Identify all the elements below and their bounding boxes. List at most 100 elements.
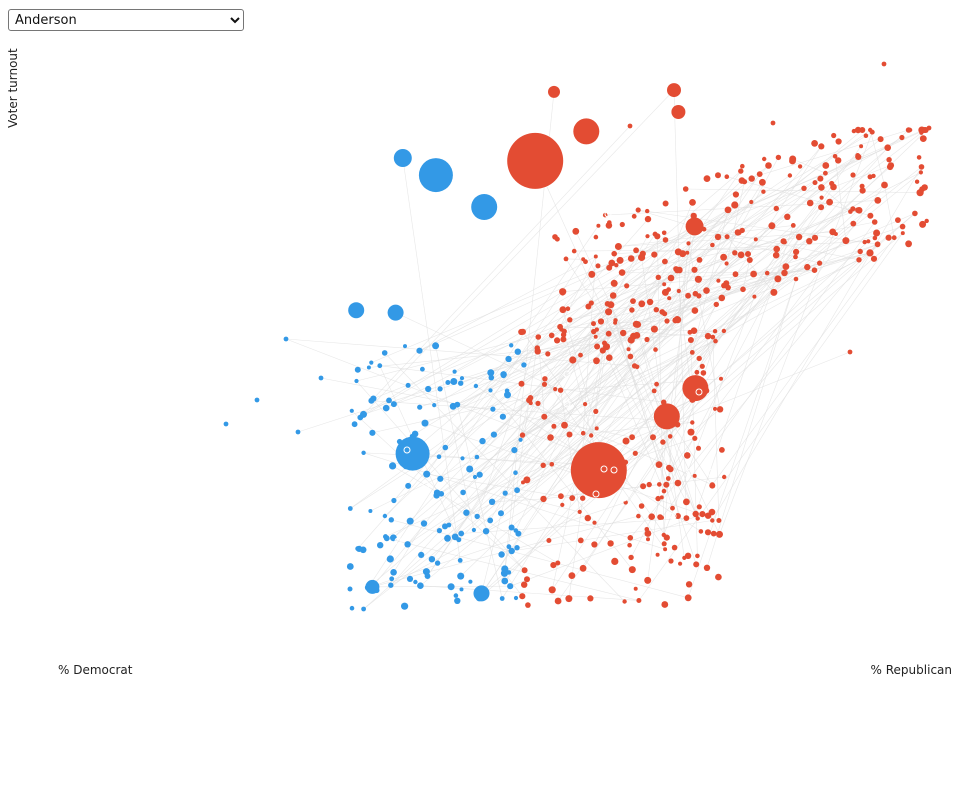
democrat-point[interactable] [361, 606, 366, 612]
democrat-point[interactable] [487, 517, 494, 524]
republican-point-large[interactable] [548, 85, 560, 98]
republican-point[interactable] [645, 234, 650, 239]
republican-point[interactable] [859, 183, 865, 189]
republican-point[interactable] [588, 270, 596, 278]
republican-point[interactable] [919, 130, 924, 135]
republican-point[interactable] [653, 347, 658, 352]
republican-point[interactable] [797, 164, 803, 169]
republican-point[interactable] [775, 154, 782, 161]
republican-point[interactable] [900, 231, 905, 236]
democrat-point[interactable] [318, 375, 324, 381]
democrat-point[interactable] [442, 523, 448, 530]
republican-point[interactable] [683, 515, 690, 521]
republican-point[interactable] [685, 250, 690, 255]
democrat-point[interactable] [487, 369, 495, 377]
republican-point[interactable] [519, 328, 527, 335]
republican-point[interactable] [592, 520, 597, 525]
democrat-point[interactable] [403, 344, 407, 349]
republican-point[interactable] [591, 321, 596, 327]
republican-point[interactable] [781, 269, 788, 277]
democrat-point[interactable] [515, 530, 522, 537]
republican-point[interactable] [873, 229, 881, 237]
republican-point[interactable] [662, 237, 669, 243]
republican-point[interactable] [674, 479, 682, 487]
republican-point[interactable] [609, 292, 617, 299]
republican-point[interactable] [667, 296, 672, 301]
republican-point[interactable] [599, 347, 606, 354]
republican-point[interactable] [655, 552, 660, 557]
democrat-point[interactable] [423, 470, 431, 478]
republican-point[interactable] [627, 255, 635, 262]
republican-point[interactable] [618, 269, 626, 276]
republican-point[interactable] [863, 133, 869, 138]
democrat-point[interactable] [436, 528, 442, 534]
democrat-point-large[interactable] [387, 304, 404, 321]
democrat-point[interactable] [502, 490, 508, 496]
democrat-point[interactable] [504, 388, 510, 394]
republican-point[interactable] [632, 320, 640, 328]
republican-point[interactable] [594, 343, 601, 350]
democrat-point[interactable] [471, 527, 476, 533]
democrat-point[interactable] [521, 362, 527, 368]
republican-point[interactable] [535, 400, 541, 406]
republican-point[interactable] [565, 306, 571, 312]
democrat-point[interactable] [518, 437, 523, 442]
republican-point[interactable] [654, 233, 661, 240]
republican-point[interactable] [671, 544, 678, 551]
democrat-point[interactable] [418, 551, 425, 559]
democrat-point[interactable] [386, 397, 392, 404]
republican-point[interactable] [663, 547, 668, 552]
republican-point[interactable] [720, 253, 727, 261]
republican-point[interactable] [558, 493, 564, 500]
republican-point[interactable] [607, 301, 615, 309]
republican-point[interactable] [811, 267, 818, 274]
republican-point[interactable] [616, 256, 624, 264]
republican-point[interactable] [665, 476, 671, 481]
democrat-point[interactable] [452, 369, 457, 374]
republican-point[interactable] [630, 298, 636, 304]
democrat-point[interactable] [458, 530, 465, 537]
republican-point[interactable] [622, 437, 630, 445]
republican-point[interactable] [899, 223, 906, 230]
republican-point[interactable] [740, 163, 745, 169]
republican-point[interactable] [826, 198, 833, 206]
republican-point[interactable] [725, 284, 731, 291]
republican-point[interactable] [655, 495, 661, 502]
democrat-point-large[interactable] [365, 579, 380, 594]
republican-point[interactable] [628, 554, 634, 561]
republican-point[interactable] [719, 376, 723, 381]
republican-point[interactable] [710, 334, 716, 340]
democrat-point[interactable] [504, 391, 511, 399]
republican-point[interactable] [560, 290, 565, 296]
republican-point[interactable] [859, 127, 866, 133]
republican-point[interactable] [895, 217, 901, 224]
republican-point[interactable] [627, 336, 635, 344]
republican-point[interactable] [639, 250, 646, 257]
republican-point[interactable] [593, 254, 598, 259]
republican-point[interactable] [822, 162, 830, 169]
republican-point[interactable] [591, 541, 598, 548]
republican-point[interactable] [611, 250, 617, 257]
republican-point[interactable] [689, 199, 696, 206]
county-select[interactable]: Anderson [8, 9, 244, 31]
democrat-point[interactable] [346, 563, 354, 570]
republican-point[interactable] [687, 337, 694, 343]
republican-point[interactable] [660, 439, 666, 445]
democrat-point[interactable] [347, 586, 353, 592]
republican-point[interactable] [569, 356, 577, 364]
republican-point-large[interactable] [667, 83, 681, 98]
republican-point[interactable] [607, 220, 612, 225]
republican-point[interactable] [678, 561, 683, 566]
republican-point[interactable] [732, 271, 739, 278]
republican-point[interactable] [753, 237, 758, 242]
republican-point[interactable] [580, 430, 586, 436]
democrat-point[interactable] [506, 544, 512, 550]
republican-point[interactable] [847, 349, 853, 355]
republican-point[interactable] [716, 406, 724, 413]
republican-point[interactable] [523, 476, 531, 484]
republican-point[interactable] [659, 495, 664, 500]
republican-point[interactable] [832, 154, 838, 159]
republican-point[interactable] [694, 275, 703, 283]
republican-point[interactable] [914, 179, 920, 184]
republican-point[interactable] [557, 387, 564, 393]
